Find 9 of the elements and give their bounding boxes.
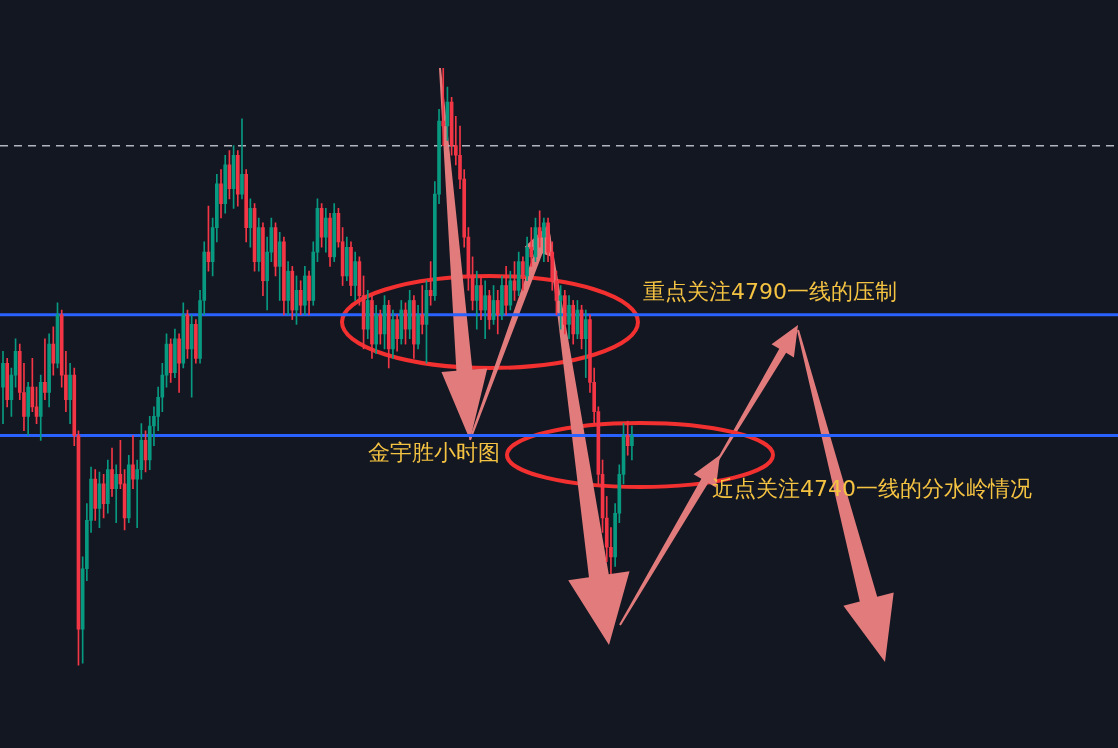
annotation: 金宇胜小时图 [368, 439, 500, 465]
candlestick [240, 118, 244, 200]
candlestick [114, 464, 119, 524]
candlestick [420, 285, 425, 335]
candlestick [441, 68, 446, 147]
ref-line-label: 重点关注4790一线的压制 [643, 278, 897, 304]
candlestick [483, 280, 487, 340]
candlestick [529, 227, 534, 267]
candlestick [43, 338, 47, 400]
